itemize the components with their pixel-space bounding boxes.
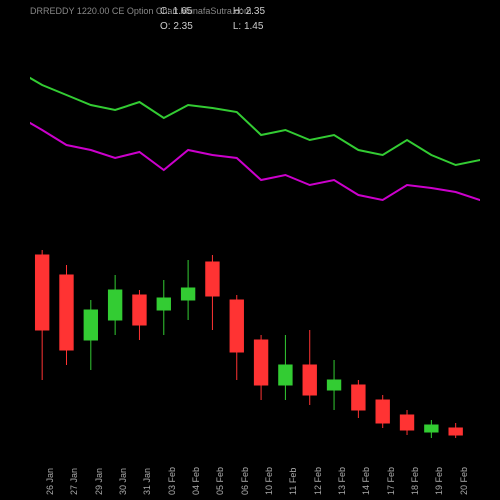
x-axis-label: 31 Jan <box>142 468 152 495</box>
x-axis-label: 11 Feb <box>288 468 298 495</box>
x-axis-label: 12 Feb <box>313 467 323 495</box>
close-row: C: 1.65 <box>160 6 193 17</box>
open-value: 2.35 <box>173 21 192 32</box>
x-axis-label: 18 Feb <box>410 467 420 495</box>
x-axis-label: 14 Feb <box>361 467 371 495</box>
high-row: H: 2.35 <box>233 6 265 17</box>
x-axis-labels: 26 Jan 27 Jan 29 Jan 30 Jan 31 Jan 03 Feb 04 F… <box>30 440 480 500</box>
x-axis-label: 27 Jan <box>69 468 79 495</box>
close-label: C: <box>160 6 170 17</box>
x-axis-label: 26 Jan <box>45 468 55 495</box>
open-label: O: <box>160 21 171 32</box>
x-axis-label: 06 Feb <box>240 467 250 495</box>
low-row: L: 1.45 <box>233 21 265 32</box>
x-axis-label: 05 Feb <box>215 467 225 495</box>
low-label: L: <box>233 21 241 32</box>
x-axis-label: 29 Jan <box>94 468 104 495</box>
open-row: O: 2.35 <box>160 21 193 32</box>
chart-svg <box>30 40 480 440</box>
x-axis-label: 19 Feb <box>434 467 444 495</box>
ohlc-block: C: 1.65 O: 2.35 H: 2.35 L: 1.45 <box>160 6 265 32</box>
x-axis-label: 30 Jan <box>118 468 128 495</box>
x-axis-label: 20 Feb <box>459 467 469 495</box>
x-axis-label: 10 Feb <box>264 467 274 495</box>
close-value: 1.65 <box>173 6 192 17</box>
x-axis-label: 17 Feb <box>386 467 396 495</box>
x-axis-label: 03 Feb <box>167 467 177 495</box>
x-axis-label: 13 Feb <box>337 467 347 495</box>
high-label: H: <box>233 6 243 17</box>
high-value: 2.35 <box>246 6 265 17</box>
low-value: 1.45 <box>244 21 263 32</box>
chart-canvas <box>30 40 480 440</box>
x-axis-label: 04 Feb <box>191 467 201 495</box>
